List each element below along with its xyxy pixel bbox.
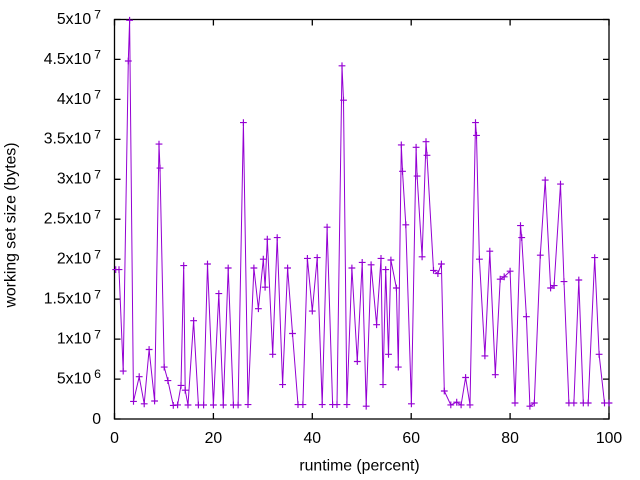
- svg-text:20: 20: [205, 430, 223, 447]
- svg-text:60: 60: [402, 430, 420, 447]
- svg-text:0: 0: [110, 430, 119, 447]
- svg-text:100: 100: [596, 430, 623, 447]
- svg-text:runtime (percent): runtime (percent): [299, 458, 419, 475]
- svg-text:working set size (bytes): working set size (bytes): [3, 142, 20, 308]
- svg-text:40: 40: [304, 430, 322, 447]
- svg-text:80: 80: [501, 430, 519, 447]
- svg-text:0: 0: [92, 411, 101, 428]
